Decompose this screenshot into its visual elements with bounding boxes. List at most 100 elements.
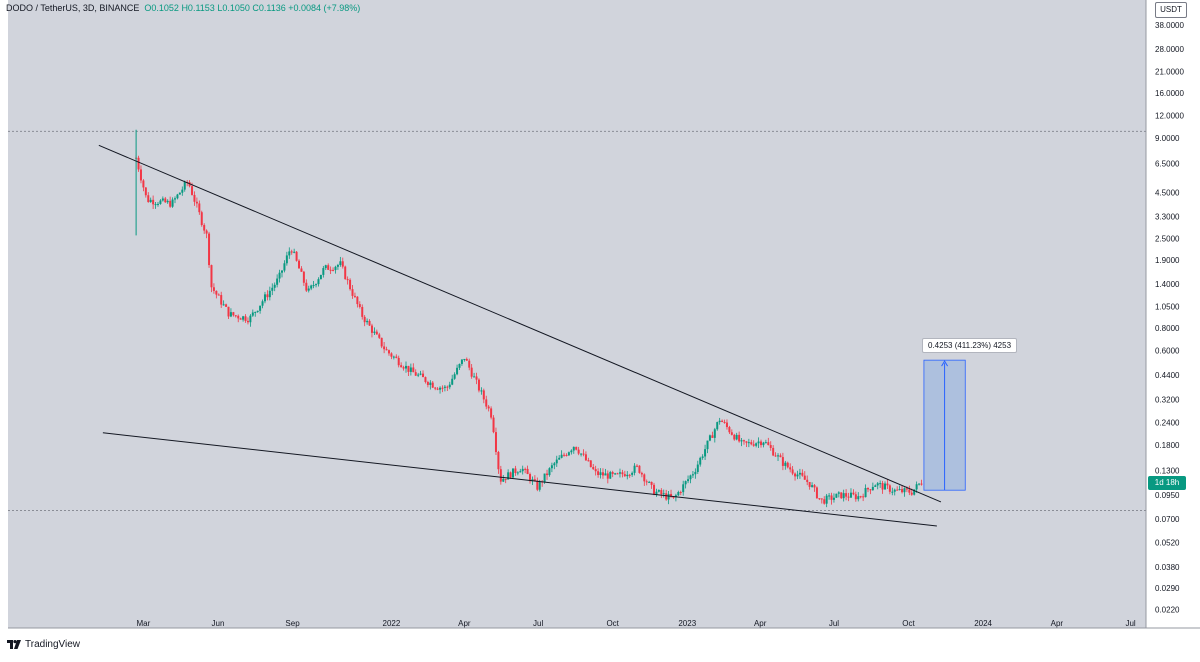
candle-body [475,376,478,380]
symbol-legend: DODO / TetherUS, 3D, BINANCE O0.1052 H0.… [6,3,360,13]
lower-trendline[interactable] [102,432,937,527]
candle-body [555,459,558,464]
candle-body [456,367,459,375]
candle-body [546,473,549,476]
candle-body [249,315,252,323]
price-tick-label: 4.5000 [1155,188,1180,197]
candle-body [616,473,619,475]
candle-body [901,489,904,493]
candle-body [913,489,916,495]
candle-body [580,453,583,455]
candle-body [808,481,811,487]
candle-body [623,474,626,477]
tradingview-logo[interactable]: TradingView [7,639,80,650]
candle-body [750,442,753,445]
candle-body [344,266,347,280]
candle-body [212,287,215,291]
price-tick-label: 0.4400 [1155,371,1180,380]
candle-body [210,265,213,288]
candle-body [453,374,456,379]
candle-body [813,485,816,488]
candle-body [266,294,269,298]
candle-body [691,474,694,476]
candle-body [259,305,262,311]
candle-body [918,483,921,485]
time-tick-label: Apr [1051,619,1064,628]
candle-body [154,204,157,206]
candle-body [667,493,670,500]
candle-body [742,440,745,442]
candle-body [857,496,860,500]
change-value: +0.0084 (+7.98%) [288,3,361,13]
candle-body [884,483,887,490]
candle-body [298,260,301,269]
candle-body [601,472,604,476]
candle-body [293,251,296,253]
candle-body [565,454,568,456]
candle-body [349,279,352,290]
candle-body [871,486,874,491]
candle-body [358,304,361,307]
candle-body [786,462,789,468]
currency-button[interactable]: USDT [1155,2,1187,18]
candle-body [704,449,707,457]
candle-body [176,194,179,199]
candle-body [441,387,444,389]
candle-body [660,490,663,495]
candle-body [533,479,536,481]
candle-body [769,445,772,448]
candle-body [760,441,763,446]
high-value: H0.1153 [181,3,215,13]
candle-body [548,468,551,476]
candle-body [682,484,685,493]
candle-body [147,195,150,203]
candle-body [305,282,308,291]
candle-body [903,488,906,493]
candle-body [234,315,237,317]
candle-body [429,382,432,385]
candle-body [142,180,145,188]
candle-body [699,457,702,465]
candle-body [638,465,641,473]
candle-body [271,287,274,291]
candle-body [915,484,918,490]
candle-body [648,481,651,483]
candle-body [370,325,373,333]
candle-body [611,472,614,474]
candle-body [679,492,682,494]
candle-body [723,421,726,423]
candle-body [701,456,704,458]
candle-body [283,263,286,271]
candle-body [823,499,826,504]
candle-body [558,457,561,460]
candle-body [852,492,855,495]
candle-body [310,285,313,289]
candle-body [794,473,797,477]
candle-body [203,225,206,231]
candle-body [504,478,507,480]
candle-body [711,435,714,438]
candle-body [514,468,517,473]
candle-body [609,472,612,479]
candle-body [492,417,495,433]
candle-body [874,485,877,487]
candle-body [336,264,339,267]
candle-body [375,331,378,335]
price-tick-label: 0.1300 [1155,466,1180,475]
candle-body [363,316,366,323]
candle-body [443,386,446,388]
candle-body [708,435,711,441]
upper-trendline[interactable] [98,144,942,503]
candle-body [174,198,177,200]
candle-body [232,312,235,316]
price-tick-label: 0.0700 [1155,515,1180,524]
candle-body [891,491,894,493]
candle-body [156,203,159,205]
candle-body [397,357,400,366]
candle-body [268,290,271,298]
candle-body [499,469,502,482]
price-tick-label: 28.0000 [1155,45,1184,54]
measure-label: 0.4253 (411.23%) 4253 [922,338,1018,353]
